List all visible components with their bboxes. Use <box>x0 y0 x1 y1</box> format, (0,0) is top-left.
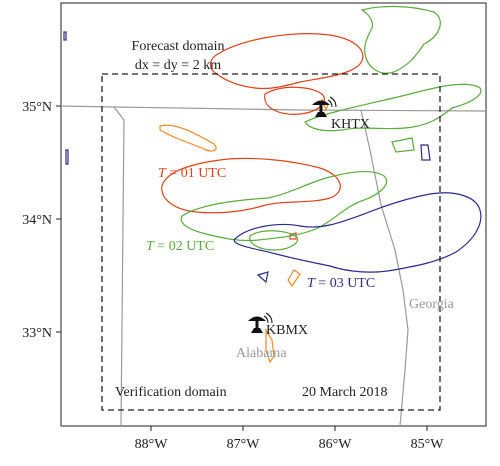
forecast-domain-box <box>101 73 441 411</box>
y-axis-label: 35°N <box>22 100 52 115</box>
x-axis-label: 86°W <box>319 437 353 452</box>
tick-marks <box>56 105 428 431</box>
x-axis-label: 87°W <box>227 437 261 452</box>
state-borders <box>60 105 487 427</box>
contour-label-01utc: T = 01 UTC <box>158 166 226 181</box>
state-label-georgia: Georgia <box>409 297 455 312</box>
forecast-domain-resolution: dx = dy = 2 km <box>135 58 221 73</box>
contour-label-02utc: T = 02 UTC <box>146 239 214 254</box>
contour-01utc <box>161 33 364 240</box>
verification-domain-label: Verification domain <box>115 385 227 400</box>
map-frame <box>60 2 487 427</box>
radar-label-khtx: KHTX <box>331 117 370 132</box>
mississippi-alabama-border <box>113 106 125 427</box>
y-axis-label: 33°N <box>22 326 52 341</box>
state-label-alabama: Alabama <box>236 346 287 361</box>
tennessee-alabama-border <box>60 105 487 112</box>
alabama-georgia-border <box>360 109 409 427</box>
x-axis-label: 88°W <box>135 437 169 452</box>
contour-02utc <box>180 5 482 251</box>
date-label: 20 March 2018 <box>302 385 388 400</box>
x-axis-label: 85°W <box>411 437 445 452</box>
contour-label-03utc: T = 03 UTC <box>307 276 375 291</box>
forecast-domain-title: Forecast domain <box>132 39 225 54</box>
y-axis-label: 34°N <box>22 213 52 228</box>
radar-icon <box>248 312 273 333</box>
contour-03utc <box>63 31 482 284</box>
radar-label-kbmx: KBMX <box>266 323 308 338</box>
radar-icon <box>312 96 337 117</box>
